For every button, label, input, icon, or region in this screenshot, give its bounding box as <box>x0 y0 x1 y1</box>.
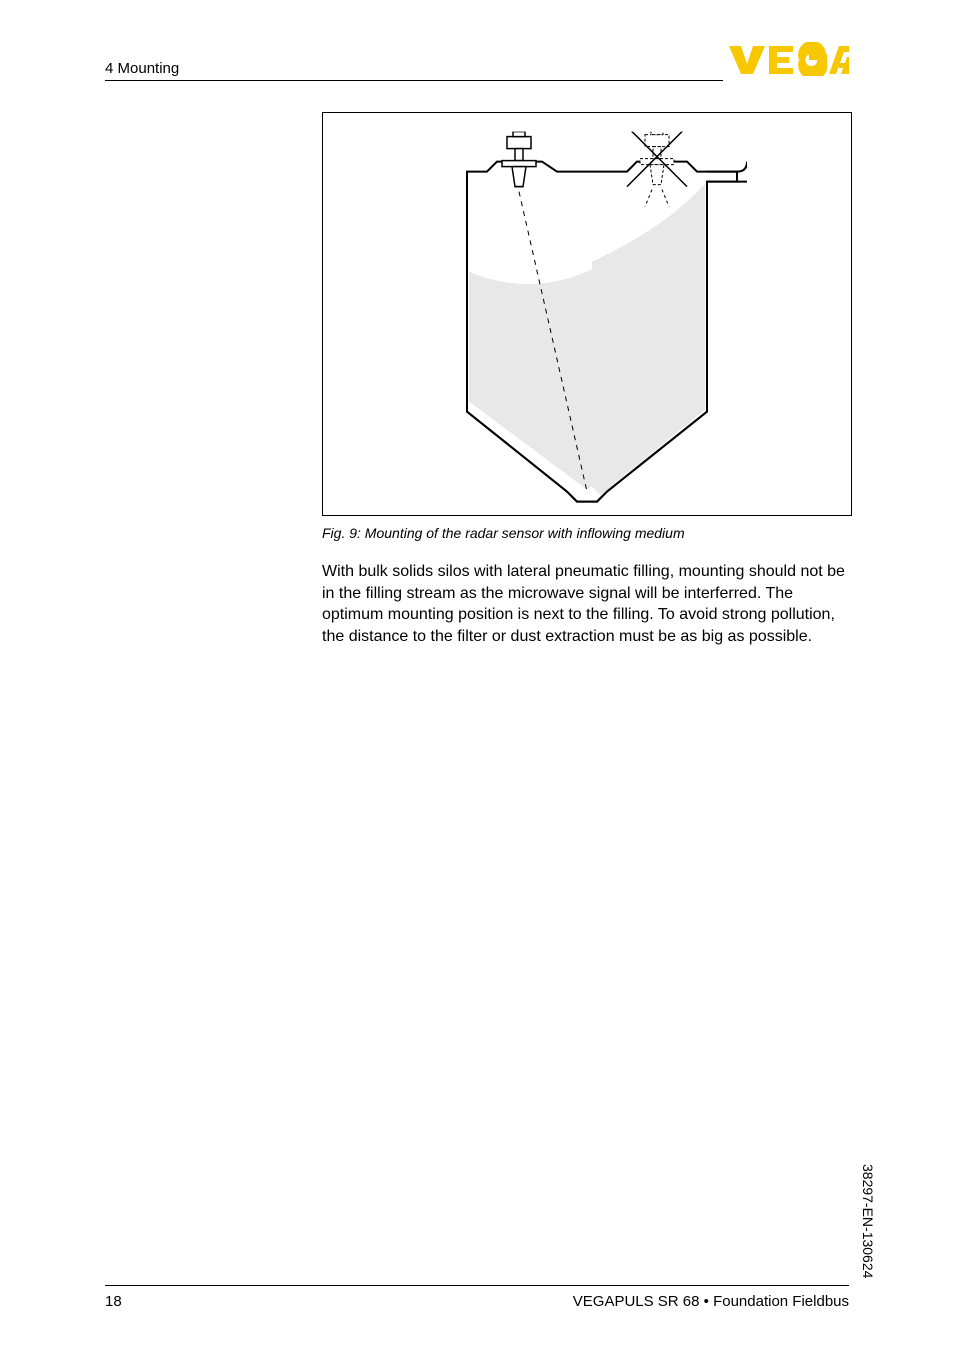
section-title: 4 Mounting <box>105 60 179 80</box>
page-number: 18 <box>105 1293 122 1310</box>
footer-product: VEGAPULS SR 68 • Foundation Fieldbus <box>573 1293 849 1310</box>
correct-sensor <box>502 132 536 187</box>
figure-caption: Fig. 9: Mounting of the radar sensor wit… <box>322 525 685 541</box>
footer-rule <box>105 1285 849 1286</box>
paragraph-text: With bulk solids silos with lateral pneu… <box>322 561 852 647</box>
incorrect-sensor <box>627 132 687 187</box>
figure-frame <box>322 112 852 516</box>
header-rule <box>105 80 723 81</box>
tank-diagram <box>427 132 747 512</box>
vega-logo <box>729 42 849 81</box>
inlet-pipe <box>707 162 747 182</box>
document-id: 38297-EN-130624 <box>860 1164 876 1278</box>
